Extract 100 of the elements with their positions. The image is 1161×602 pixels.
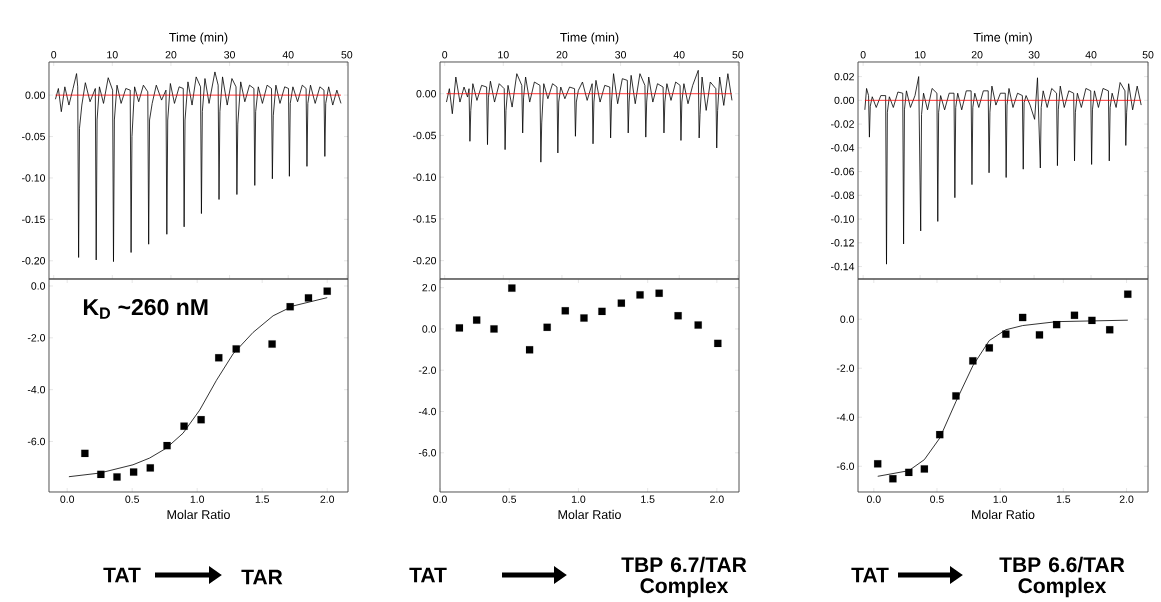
y-tick-label: -0.10 <box>413 173 437 181</box>
x-tick-label: 1.0 <box>571 495 586 503</box>
x-tick-label: 10 <box>498 51 509 59</box>
line-series <box>864 76 1142 265</box>
y-tick-label: -0.15 <box>413 215 437 223</box>
x-axis-title: Molar Ratio <box>558 509 621 520</box>
y-tick-label: -4.0 <box>418 407 437 416</box>
point <box>969 357 977 365</box>
text: TAT <box>103 567 141 583</box>
y-tick-label: -0.05 <box>413 131 437 140</box>
point <box>936 430 944 439</box>
y-tick-label: -0.06 <box>831 167 855 176</box>
y-tick-label: -0.15 <box>22 215 46 224</box>
x-tick-label: 0 <box>51 51 57 59</box>
point <box>180 422 188 430</box>
x-tick-label: 20 <box>556 51 568 59</box>
y-tick-label: -6.0 <box>836 462 855 470</box>
y-tick-label: 2.0 <box>422 283 437 292</box>
point <box>1106 326 1114 334</box>
y-tick-label: -6.0 <box>418 449 437 457</box>
point <box>323 287 331 295</box>
point <box>215 354 223 362</box>
text: K$_{D}$ ~260 nM <box>83 298 208 319</box>
x-tick-label: 30 <box>224 51 235 59</box>
x-tick-label: 2.0 <box>320 495 335 503</box>
x-tick-label: 50 <box>1142 51 1154 59</box>
x-tick-label: 40 <box>282 51 294 59</box>
point <box>920 465 929 473</box>
point <box>1002 330 1010 338</box>
x-axis-title: Molar Ratio <box>167 509 230 520</box>
x-tick-label: 0.0 <box>60 495 75 503</box>
y-tick-label: -0.02 <box>831 120 854 128</box>
x-tick-label: 30 <box>615 51 627 59</box>
y-tick-label: -0.12 <box>831 239 854 247</box>
x-tick-label: 0.5 <box>930 495 944 503</box>
point <box>1124 290 1132 298</box>
point <box>268 340 276 348</box>
point <box>952 392 960 400</box>
point <box>874 460 882 468</box>
x-axis-title: Molar Ratio <box>972 509 1035 520</box>
point <box>455 324 464 332</box>
point <box>655 289 663 297</box>
x-tick-label: 0.0 <box>866 495 881 503</box>
x-tick-label: 30 <box>1028 51 1040 59</box>
x-tick-label: 50 <box>732 51 744 59</box>
point <box>674 312 682 320</box>
x-tick-label: 1.5 <box>1056 495 1071 503</box>
point <box>905 468 913 477</box>
point <box>714 339 722 348</box>
point <box>163 441 171 450</box>
point <box>129 468 138 476</box>
point <box>525 346 534 354</box>
point <box>97 470 105 479</box>
point <box>598 307 606 316</box>
y-tick-label: -0.05 <box>22 132 46 141</box>
point <box>561 307 569 315</box>
x-tick-label: 0 <box>860 51 866 59</box>
y-tick-label: -2.0 <box>836 364 855 372</box>
y-tick-label: -0.10 <box>831 215 855 223</box>
y-tick-label: -0.20 <box>22 257 46 265</box>
y-tick-label: -0.20 <box>413 256 437 265</box>
y-tick-label: 0.00 <box>834 96 855 105</box>
y-tick-label: 0.02 <box>834 72 854 81</box>
y-tick-label: -2.0 <box>418 366 437 374</box>
x-tick-label: 50 <box>341 51 353 59</box>
x-tick-label: 20 <box>165 51 177 59</box>
point <box>473 316 481 324</box>
x-tick-label: 1.5 <box>255 495 270 503</box>
y-tick-label: -6.0 <box>27 437 46 446</box>
x-tick-label: 40 <box>673 51 685 59</box>
x-tick-label: 0.0 <box>433 495 447 503</box>
point <box>197 416 205 424</box>
x-tick-label: 0.5 <box>125 495 140 503</box>
x-tick-label: 0 <box>442 51 448 59</box>
y-tick-label: -4.0 <box>836 413 855 421</box>
line-series <box>446 69 733 163</box>
point <box>508 284 516 292</box>
x-tick-label: 1.0 <box>190 495 205 503</box>
y-tick-label: 0.00 <box>416 90 437 98</box>
text: TBP 6.7/TAR Complex <box>621 556 747 598</box>
text: TAT <box>409 567 447 583</box>
y-tick-label: 0.0 <box>31 282 46 290</box>
point <box>304 294 313 302</box>
point <box>985 344 993 352</box>
text: TBP 6.6/TAR Complex <box>999 556 1125 598</box>
x-axis-title: Time (min) <box>973 32 1032 45</box>
point <box>232 345 240 353</box>
x-tick-label: 10 <box>915 51 926 59</box>
x-tick-label: 1.5 <box>641 495 655 503</box>
y-tick-label: -0.14 <box>831 262 855 271</box>
y-tick-label: -0.04 <box>831 144 855 152</box>
y-tick-label: -0.10 <box>22 174 46 182</box>
x-tick-label: 20 <box>971 51 983 59</box>
point <box>146 464 154 472</box>
point <box>889 475 897 483</box>
line-series <box>55 71 342 262</box>
point <box>580 314 588 322</box>
point <box>543 323 551 331</box>
point <box>1052 320 1061 329</box>
point <box>1070 311 1079 319</box>
